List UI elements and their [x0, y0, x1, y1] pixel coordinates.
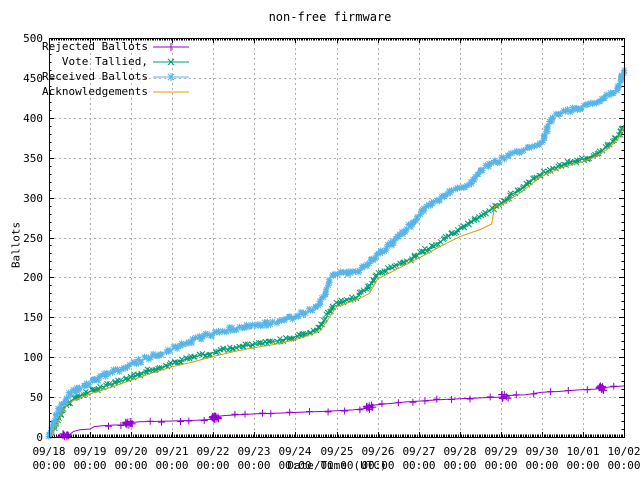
x-tick-sublabel: 00:00	[237, 459, 271, 472]
legend-entry: Vote Tallied,	[0, 55, 148, 69]
x-tick-sublabel: 00:00	[607, 459, 640, 472]
x-tick-sublabel: 00:00	[525, 459, 559, 472]
x-tick-sublabel: 00:00	[402, 459, 436, 472]
x-tick-label: 09/21	[155, 445, 189, 458]
y-tick-label: 150	[23, 311, 43, 324]
y-tick-label: 250	[23, 232, 43, 245]
legend-entry: Received Ballots	[0, 70, 148, 84]
x-tick-label: 10/01	[566, 445, 600, 458]
x-tick-sublabel: 00:00	[155, 459, 189, 472]
x-tick-sublabel: 00:00	[114, 459, 148, 472]
x-axis-title: Date/Time (UTC)	[287, 459, 387, 472]
series-line-3	[50, 127, 625, 438]
x-tick-label: 09/20	[114, 445, 148, 458]
legend-marker-none	[153, 91, 189, 93]
x-tick-label: 09/23	[237, 445, 271, 458]
series-markers-2	[45, 67, 628, 440]
x-tick-sublabel: 00:00	[278, 459, 312, 472]
x-tick-sublabel: 00:00	[196, 459, 230, 472]
legend-marker-star	[153, 73, 189, 81]
x-tick-sublabel: 00:00	[443, 459, 477, 472]
legend-marker-plus	[153, 43, 189, 51]
plot-border	[49, 38, 625, 438]
x-tick-label: 09/18	[32, 445, 66, 458]
series-markers-1	[46, 125, 626, 438]
x-tick-sublabel: 00:00	[32, 459, 66, 472]
x-tick-label: 09/25	[320, 445, 354, 458]
x-tick-sublabel: 00:00	[320, 459, 354, 472]
x-tick-label: 09/26	[361, 445, 395, 458]
x-tick-label: 09/19	[73, 445, 107, 458]
x-tick-label: 09/28	[443, 445, 477, 458]
series-markers-0	[59, 382, 618, 441]
x-tick-sublabel: 00:00	[361, 459, 395, 472]
x-tick-label: 10/02	[607, 445, 640, 458]
series-line-2	[48, 68, 625, 438]
x-tick-sublabel: 00:00	[566, 459, 600, 472]
legend-label: Received Ballots	[42, 70, 148, 83]
series-line-1	[48, 124, 625, 438]
legend-marker-cross	[153, 58, 189, 66]
y-tick-label: 200	[23, 271, 43, 284]
y-tick-label: 400	[23, 112, 43, 125]
y-tick-label: 350	[23, 152, 43, 165]
y-tick-label: 50	[29, 391, 43, 404]
y-tick-label: 100	[23, 351, 43, 364]
y-tick-label: 500	[23, 32, 43, 45]
legend-entry: Acknowledgements	[0, 85, 148, 99]
y-tick-label: 300	[23, 192, 43, 205]
series-line-0	[55, 385, 625, 438]
x-tick-label: 09/30	[525, 445, 559, 458]
x-tick-label: 09/24	[278, 445, 312, 458]
y-tick-label: 450	[23, 72, 43, 85]
y-tick-label: 0	[36, 431, 43, 444]
chart-title: non-free firmware	[268, 10, 392, 24]
x-tick-label: 09/22	[196, 445, 230, 458]
y-axis-title: Ballots	[9, 221, 23, 269]
x-tick-label: 09/29	[484, 445, 518, 458]
legend-entry: Rejected Ballots	[0, 40, 148, 54]
x-tick-label: 09/27	[402, 445, 436, 458]
legend-label: Acknowledgements	[42, 85, 148, 98]
x-tick-sublabel: 00:00	[484, 459, 518, 472]
legend-label: Vote Tallied,	[61, 55, 148, 68]
x-tick-sublabel: 00:00	[73, 459, 107, 472]
legend-label: Rejected Ballots	[42, 40, 148, 53]
